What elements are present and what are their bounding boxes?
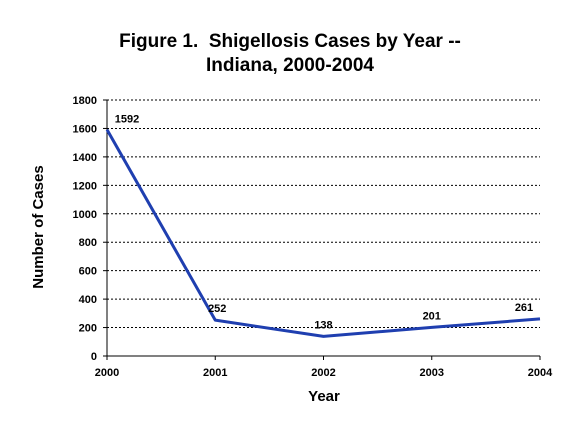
- data-label: 1592: [115, 114, 139, 126]
- chart-title-line-2: Indiana, 2000-2004: [206, 55, 374, 76]
- series-group: [105, 128, 541, 338]
- data-labels: 1592 252 138 201 261: [115, 114, 533, 332]
- x-tick-label: 2001: [203, 367, 227, 379]
- y-tick-label: 600: [79, 266, 97, 278]
- y-tick-label: 1800: [73, 95, 97, 107]
- y-tick-label: 1000: [73, 209, 97, 221]
- x-axis-title: Year: [308, 388, 340, 405]
- gridlines: [107, 99, 540, 329]
- data-label: 261: [515, 302, 533, 314]
- chart-title-line-1: Figure 1. Shigellosis Cases by Year --: [119, 31, 461, 52]
- y-tick-label: 1200: [73, 180, 97, 192]
- data-label: 201: [423, 310, 441, 322]
- x-tick-label: 2000: [95, 367, 119, 379]
- y-tick-label: 1400: [73, 152, 97, 164]
- y-tick-label: 0: [91, 351, 97, 363]
- axes: [106, 100, 540, 357]
- x-tick-label: 2003: [420, 367, 444, 379]
- y-tick-label: 200: [79, 323, 97, 335]
- series-line: [105, 128, 541, 338]
- y-tick-label: 1600: [73, 123, 97, 135]
- chart-title: Figure 1. Shigellosis Cases by Year -- I…: [0, 30, 580, 78]
- y-axis-ticks: 0 200 400 600 800 1000 1200 1400 1600 1800: [73, 95, 107, 363]
- data-label: 252: [208, 303, 226, 315]
- y-tick-label: 800: [79, 237, 97, 249]
- x-tick-label: 2002: [311, 367, 335, 379]
- y-axis-title: Number of Cases: [30, 165, 47, 288]
- data-label: 138: [314, 319, 332, 331]
- x-axis-ticks: 2000 2001 2002 2003 2004: [95, 356, 553, 379]
- y-tick-label: 400: [79, 294, 97, 306]
- x-tick-label: 2004: [528, 367, 553, 379]
